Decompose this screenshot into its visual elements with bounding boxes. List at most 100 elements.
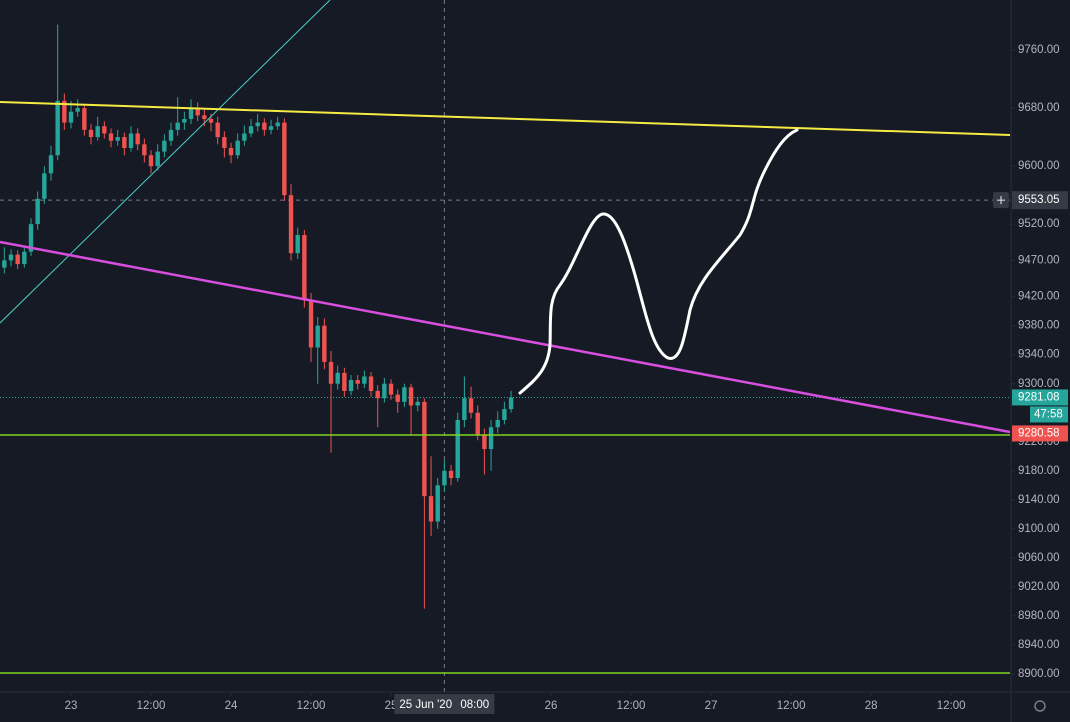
- countdown-label: 47:58: [1034, 408, 1063, 420]
- x-tick-label: 12:00: [777, 700, 806, 712]
- trend-line-yellow: [0, 101, 1011, 136]
- x-tick-label: 28: [865, 700, 878, 712]
- candle-body: [455, 419, 460, 479]
- candle-body: [48, 155, 54, 174]
- candle-body: [42, 173, 47, 199]
- last-price-box: [1012, 389, 1068, 406]
- crosshair-time-box: [394, 694, 495, 714]
- candle-body: [195, 108, 200, 116]
- y-tick-label: 9060.00: [1018, 552, 1060, 564]
- y-tick-label: 9760.00: [1018, 44, 1060, 56]
- candle-body: [222, 137, 227, 148]
- second-price-label: 9280.58: [1018, 427, 1060, 439]
- candle-body: [122, 137, 127, 148]
- candle-body: [508, 397, 514, 410]
- candle-body: [108, 133, 114, 141]
- candle-body: [435, 485, 440, 522]
- candle-body: [348, 380, 354, 391]
- y-tick-label: 9520.00: [1018, 218, 1060, 230]
- trend-line-magenta: [0, 240, 1011, 434]
- candle-body: [82, 108, 87, 130]
- freehand-drawing: [518, 128, 799, 395]
- candle-body: [475, 412, 480, 435]
- candle-body: [155, 151, 160, 167]
- candle-body: [188, 108, 194, 119]
- candle-body: [295, 235, 300, 254]
- candle-body: [375, 390, 380, 399]
- crosshair-date-label: 25 Jun '20: [399, 699, 452, 711]
- candle-body: [62, 100, 67, 123]
- drawings: [0, 0, 1011, 674]
- y-tick-label: 9020.00: [1018, 581, 1060, 593]
- candle-body: [395, 394, 400, 402]
- candle-body: [215, 122, 220, 138]
- candle-body: [402, 387, 407, 402]
- candle-body: [268, 126, 274, 130]
- x-tick-label: 12:00: [297, 700, 326, 712]
- candle-body: [368, 376, 374, 391]
- settings-icon[interactable]: [1034, 700, 1046, 712]
- candle-body: [442, 470, 447, 486]
- candle-body: [355, 380, 360, 384]
- candle-body: [2, 260, 7, 268]
- candle-body: [248, 126, 254, 134]
- candle-body: [322, 325, 327, 362]
- y-tick-label: 9420.00: [1018, 291, 1060, 303]
- candle-body: [148, 155, 154, 167]
- candle-body: [168, 129, 174, 141]
- candle-body: [382, 383, 387, 399]
- candle-body: [228, 147, 234, 156]
- candle-body: [255, 122, 260, 127]
- candle-body: [75, 108, 80, 112]
- plus-icon: [997, 196, 1005, 205]
- candle-body: [468, 398, 474, 413]
- x-tick-label: 12:00: [137, 700, 166, 712]
- y-tick-label: 8900.00: [1018, 668, 1060, 680]
- candle-body: [8, 254, 14, 261]
- crosshair-time-label: 08:00: [460, 699, 489, 711]
- candle-body: [408, 387, 414, 406]
- y-tick-label: 9680.00: [1018, 102, 1060, 114]
- candle-body: [428, 496, 434, 522]
- x-tick-label: 12:00: [937, 700, 966, 712]
- candle-body: [482, 434, 487, 450]
- candle-body: [202, 115, 207, 119]
- candle-body: [15, 254, 20, 265]
- candle-body: [448, 470, 454, 479]
- x-tick-label: 12:00: [617, 700, 646, 712]
- trend-line-cyan: [0, 0, 331, 324]
- y-tick-label: 9340.00: [1018, 349, 1060, 361]
- candle-body: [208, 118, 214, 123]
- x-tick-label: 26: [545, 700, 558, 712]
- candle-body: [335, 372, 340, 384]
- candle-body: [162, 140, 167, 152]
- candle-body: [495, 419, 500, 428]
- countdown-box: [1030, 406, 1068, 423]
- candle-body: [135, 133, 140, 145]
- candle-body: [242, 133, 247, 141]
- candle-body: [28, 224, 34, 252]
- candle-body: [288, 195, 294, 254]
- x-tick-label: 23: [65, 700, 78, 712]
- candle-body: [502, 409, 507, 420]
- y-tick-label: 9470.00: [1018, 254, 1060, 266]
- x-tick-label: 24: [225, 700, 238, 712]
- candle-body: [415, 401, 420, 406]
- candle-body: [328, 361, 334, 384]
- candle-body: [302, 235, 307, 301]
- crosshair-price-label: 9553.05: [1018, 194, 1060, 206]
- candle-body: [422, 401, 427, 497]
- candle-body: [282, 122, 287, 196]
- candle-body: [102, 126, 107, 134]
- candle-body: [462, 398, 467, 420]
- candle-body: [142, 144, 147, 156]
- candle-body: [128, 133, 134, 148]
- candle-body: [22, 251, 27, 265]
- y-tick-label: 9300.00: [1018, 378, 1060, 390]
- candle-body: [95, 126, 100, 138]
- candle-body: [55, 100, 60, 156]
